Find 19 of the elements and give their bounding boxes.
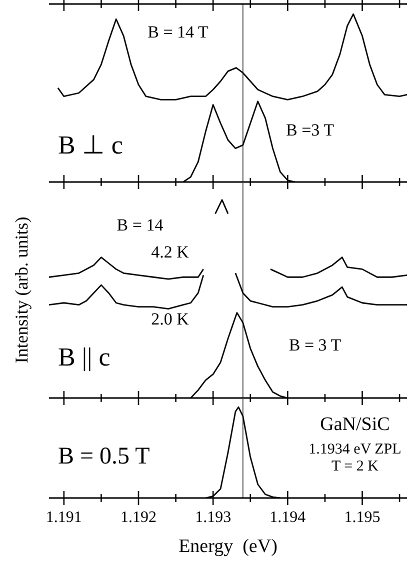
y-axis-title: Intensity (arb. units) [12, 216, 32, 364]
annotation: GaN/SiC [320, 414, 390, 436]
annotation: B ⊥ c [58, 130, 123, 160]
x-tick-label: 1.193 [195, 509, 232, 526]
annotation: 4.2 K [151, 242, 189, 262]
x-tick-label: 1.195 [344, 509, 380, 526]
annotation: T = 2 K [332, 458, 378, 475]
x-tick-label: 1.192 [120, 509, 156, 526]
annotation: B = 14 [116, 215, 164, 235]
annotation: B = 0.5 T [58, 444, 150, 470]
annotation: B = 3 T [288, 335, 342, 355]
annotation: 1.1934 eV ZPL [308, 442, 402, 458]
annotation: 2.0 K [151, 309, 189, 329]
x-axis-title: Energy (eV) [178, 536, 278, 558]
annotation: B =3 T [286, 120, 334, 140]
x-tick-label: 1.191 [46, 509, 82, 526]
x-tick-label: 1.194 [270, 509, 306, 526]
annotation: B = 14 T [148, 22, 208, 42]
annotation: B || c [58, 342, 110, 372]
